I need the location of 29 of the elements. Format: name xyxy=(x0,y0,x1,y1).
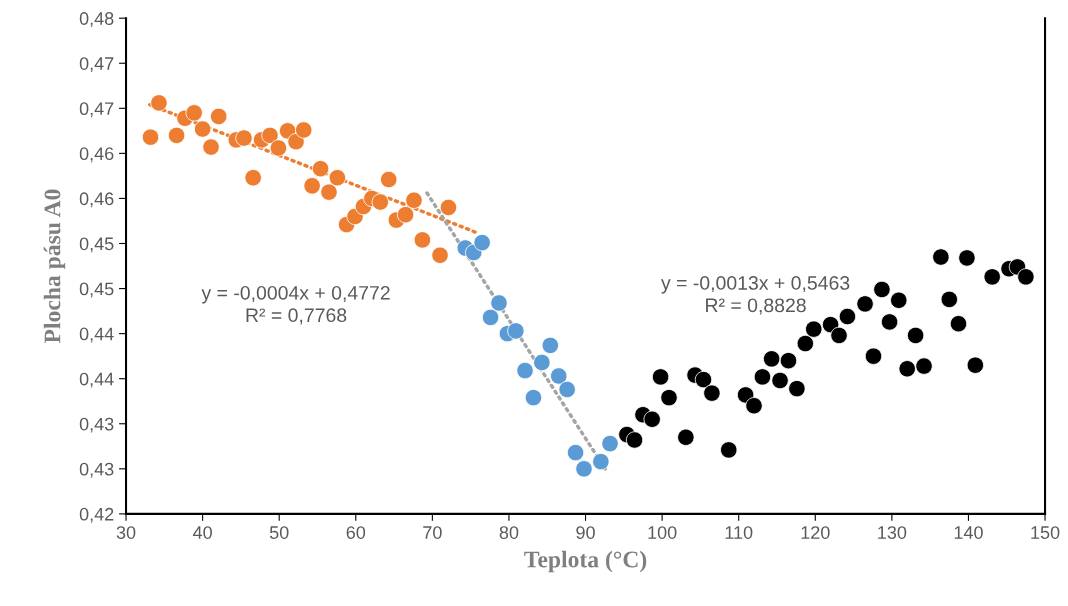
x-tick-label: 130 xyxy=(878,526,907,539)
x-tick-label: 50 xyxy=(269,526,289,539)
x-tick-label: 90 xyxy=(576,526,595,539)
x-tick-label: 100 xyxy=(648,526,677,539)
y-tick-label: 0,45 xyxy=(79,237,114,253)
y-tick-label: 0,46 xyxy=(79,192,114,208)
x-tick-label: 30 xyxy=(116,526,136,539)
x-tick-label: 120 xyxy=(801,526,830,539)
y-tick-label: 0,43 xyxy=(79,417,114,433)
x-tick-label: 150 xyxy=(1031,526,1060,539)
annotation: y = -0,0013x + 0,5463 R² = 0,8828 xyxy=(661,276,850,315)
y-tick-label: 0,43 xyxy=(79,462,114,478)
y-tick-label: 0,44 xyxy=(79,327,114,343)
x-tick-label: 60 xyxy=(346,526,366,539)
annotation: y = -0,0004x + 0,4772 R² = 0,7768 xyxy=(201,285,390,325)
y-tick-label: 0,45 xyxy=(79,282,114,298)
y-tick-label: 0,47 xyxy=(79,102,114,118)
y-tick-label: 0,42 xyxy=(79,507,114,523)
x-tick-label: 140 xyxy=(954,526,983,539)
y-tick-label: 0,48 xyxy=(79,12,114,28)
x-tick-label: 80 xyxy=(499,526,519,539)
y-tick-label: 0,47 xyxy=(79,57,114,73)
x-axis-title: Teplota (°C) xyxy=(524,550,647,573)
y-axis-title: Plocha pásu A0 xyxy=(43,189,66,344)
y-tick-label: 0,44 xyxy=(79,372,114,388)
x-tick-label: 110 xyxy=(725,526,753,539)
y-tick-label: 0,46 xyxy=(79,147,114,163)
x-tick-label: 70 xyxy=(423,526,442,539)
x-tick-label: 40 xyxy=(192,526,212,539)
